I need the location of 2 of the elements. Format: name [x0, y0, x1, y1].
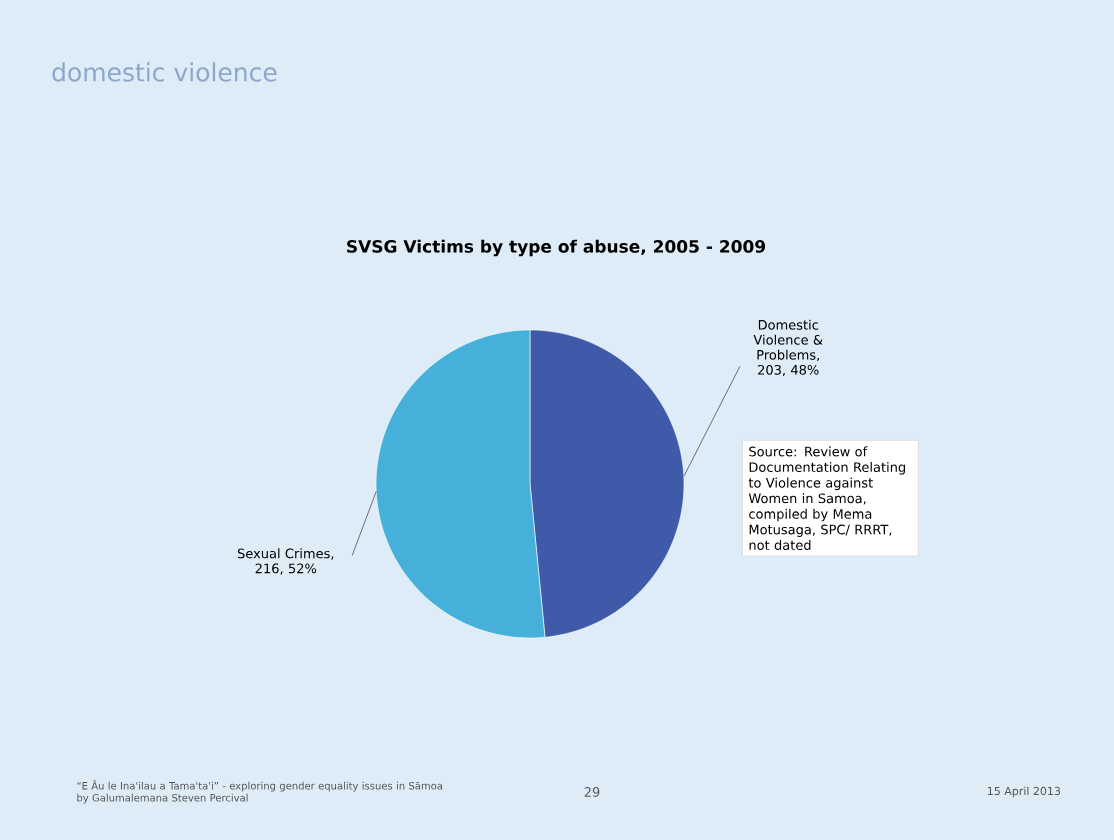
text: domestic violence — [52, 62, 277, 82]
chart-title: SVSG Victims by type of abuse, 2005 - 2009 — [347, 239, 766, 257]
